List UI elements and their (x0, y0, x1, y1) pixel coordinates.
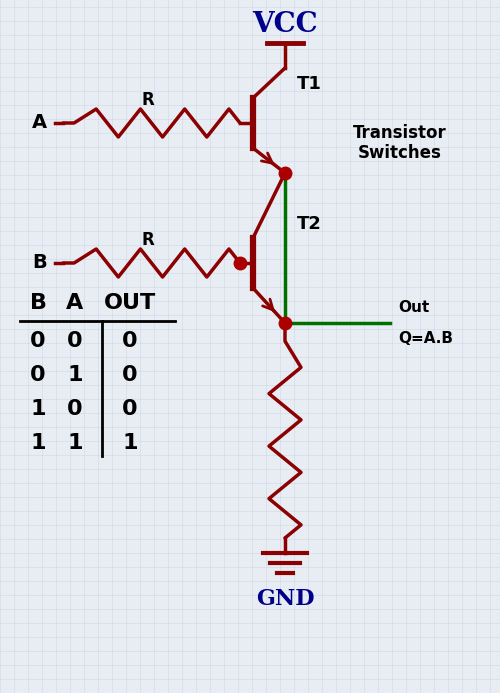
Text: 0: 0 (122, 399, 138, 419)
Text: B: B (32, 254, 47, 272)
Text: OUT: OUT (104, 293, 156, 313)
Text: A: A (32, 114, 47, 132)
Text: T1: T1 (297, 75, 322, 93)
Text: 1: 1 (30, 433, 46, 453)
Text: 0: 0 (67, 399, 83, 419)
Text: GND: GND (256, 588, 314, 610)
Text: 0: 0 (122, 331, 138, 351)
Text: 1: 1 (122, 433, 138, 453)
Text: 0: 0 (67, 331, 83, 351)
Text: B: B (30, 293, 46, 313)
Text: Out: Out (398, 300, 429, 315)
Text: VCC: VCC (252, 11, 318, 38)
Text: 1: 1 (67, 433, 83, 453)
Text: Q=A.B: Q=A.B (398, 331, 453, 346)
Text: Switches: Switches (358, 144, 442, 162)
Text: 0: 0 (30, 365, 46, 385)
Text: Transistor: Transistor (353, 124, 447, 142)
Text: R: R (141, 91, 154, 109)
Text: 0: 0 (30, 331, 46, 351)
Text: R: R (141, 231, 154, 249)
Text: 1: 1 (30, 399, 46, 419)
Text: 1: 1 (67, 365, 83, 385)
Text: 0: 0 (122, 365, 138, 385)
Text: A: A (66, 293, 84, 313)
Text: T2: T2 (297, 215, 322, 233)
